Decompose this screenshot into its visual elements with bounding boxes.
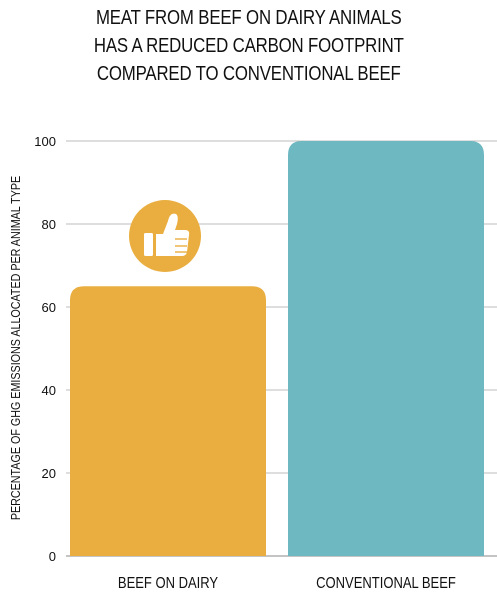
icon-layer — [129, 200, 201, 272]
x-tick-label-beef-on-dairy: BEEF ON DAIRY — [118, 575, 219, 592]
thumbs-up-icon — [129, 200, 201, 272]
y-tick-label-40: 40 — [42, 383, 56, 398]
y-tick-label-60: 60 — [42, 300, 56, 315]
y-tick-label-20: 20 — [42, 466, 56, 481]
chart-title: MEAT FROM BEEF ON DAIRY ANIMALS HAS A RE… — [45, 4, 453, 88]
y-tick-label-0: 0 — [49, 549, 56, 564]
x-tick-labels: BEEF ON DAIRY CONVENTIONAL BEEF — [118, 575, 456, 592]
bar-conventional-beef — [288, 141, 484, 556]
chart-title-line-1: MEAT FROM BEEF ON DAIRY ANIMALS — [95, 6, 402, 29]
bars — [70, 141, 484, 556]
y-tick-labels: 0 20 40 60 80 100 — [34, 134, 56, 564]
bar-beef-on-dairy — [70, 286, 266, 556]
y-tick-label-80: 80 — [42, 217, 56, 232]
x-tick-label-conventional-beef: CONVENTIONAL BEEF — [316, 575, 456, 592]
y-tick-label-100: 100 — [34, 134, 56, 149]
chart-title-line-2: HAS A REDUCED CARBON FOOTPRINT — [93, 34, 404, 57]
y-axis-label: PERCENTAGE OF GHG EMISSIONS ALLOCATED PE… — [9, 176, 23, 521]
chart-title-line-3: COMPARED TO CONVENTIONAL BEEF — [96, 62, 401, 85]
